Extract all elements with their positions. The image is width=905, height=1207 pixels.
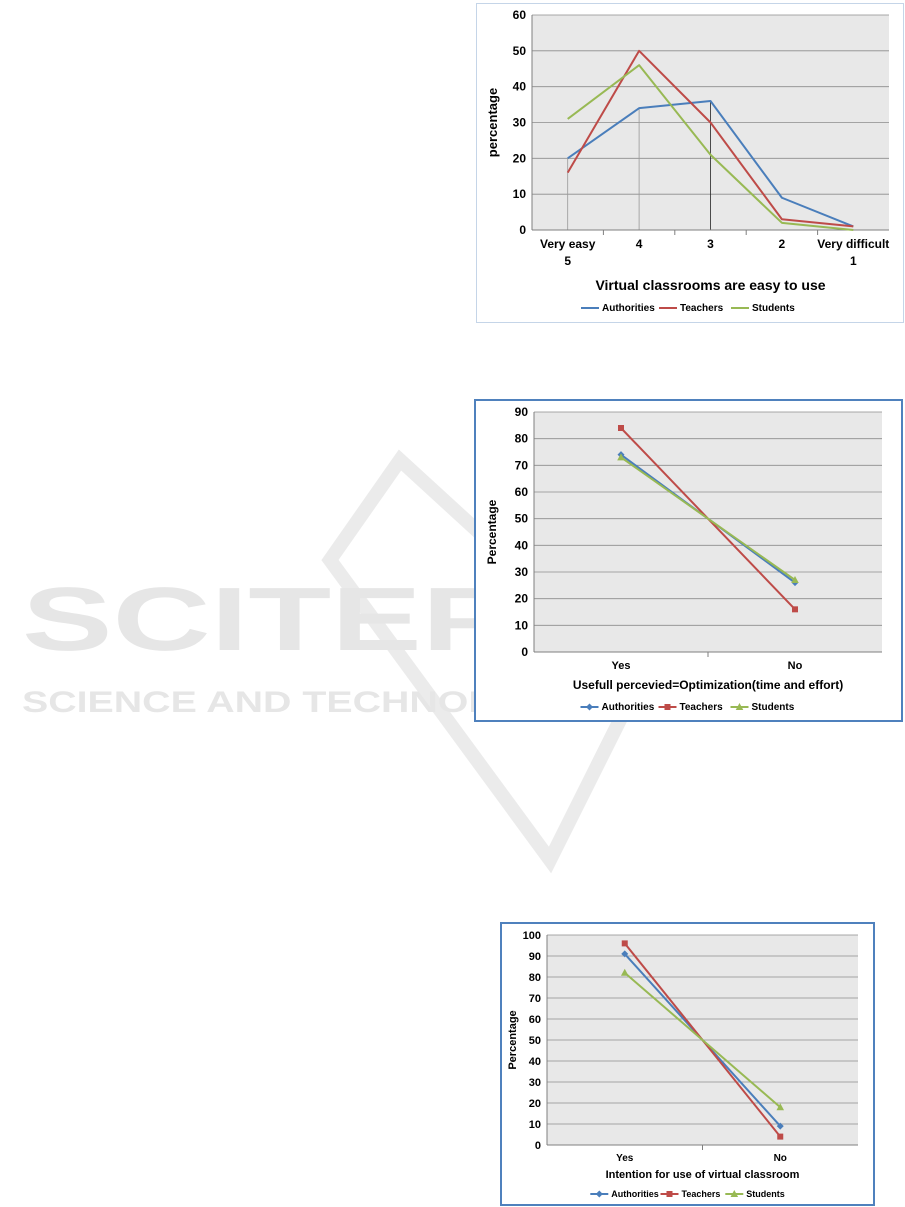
x-tick-label: Very easy 5 bbox=[540, 237, 596, 268]
y-tick-label: 80 bbox=[529, 972, 541, 984]
y-tick-label: 70 bbox=[529, 993, 541, 1005]
legend-item-authorities: Authorities bbox=[581, 303, 655, 314]
chart-perceived-usefulness: 0 10 20 30 40 50 60 70 80 90 Yes No Usefull percevie… bbox=[474, 399, 903, 722]
data-point-teachers bbox=[792, 606, 798, 613]
x-tick-label: No bbox=[788, 660, 803, 672]
y-tick-label: 20 bbox=[513, 151, 527, 165]
y-tick-label: 0 bbox=[535, 1140, 541, 1152]
y-tick-label: 30 bbox=[515, 565, 529, 579]
legend-marker bbox=[730, 1190, 739, 1197]
y-tick-label: 40 bbox=[513, 80, 527, 94]
x-tick-label: Yes bbox=[616, 1153, 634, 1164]
legend-marker bbox=[586, 703, 593, 711]
y-tick-label: 80 bbox=[515, 432, 529, 446]
legend-item-students: Students bbox=[731, 303, 795, 314]
chart-svg: 0 10 20 30 40 50 60 70 80 90 Yes No Usefull percevie… bbox=[485, 405, 882, 713]
y-tick-label: 90 bbox=[515, 405, 529, 419]
legend-label: Teachers bbox=[680, 303, 724, 314]
data-point-students bbox=[776, 1103, 785, 1111]
y-tick-label: 20 bbox=[529, 1098, 541, 1110]
series-line-students bbox=[624, 972, 781, 1108]
y-tick-label: 30 bbox=[513, 116, 527, 130]
legend-label: Authorities bbox=[611, 1189, 659, 1199]
chart-svg: 0 10 20 30 40 50 60 70 80 90 100 Yes No Intention for… bbox=[507, 930, 858, 1199]
data-point-teachers bbox=[618, 425, 624, 431]
x-axis-title: Usefull percevied=Optimization(time and … bbox=[573, 678, 843, 692]
plot-area bbox=[534, 412, 882, 652]
legend-label: Students bbox=[746, 1189, 785, 1199]
x-tick-label: No bbox=[774, 1153, 787, 1164]
series-line-students bbox=[567, 64, 854, 231]
x-tick-label: Yes bbox=[612, 660, 631, 672]
y-tick-label: 0 bbox=[519, 223, 526, 237]
legend-label: Teachers bbox=[680, 702, 724, 713]
y-tick-label: 20 bbox=[515, 592, 529, 606]
legend-label: Students bbox=[752, 303, 795, 314]
x-tick-label: 2 bbox=[779, 237, 786, 251]
y-axis-title: Percentage bbox=[507, 1010, 519, 1069]
legend-label: Students bbox=[752, 702, 795, 713]
y-axis-title: Percentage bbox=[485, 499, 499, 564]
y-tick-label: 60 bbox=[513, 8, 527, 22]
legend-marker bbox=[664, 704, 671, 710]
x-axis-title: Virtual classrooms are easy to use bbox=[595, 277, 825, 293]
y-tick-label: 50 bbox=[513, 44, 527, 58]
x-axis-title: Intention for use of virtual classroom bbox=[606, 1169, 800, 1181]
legend-marker bbox=[595, 1190, 603, 1198]
y-tick-label: 50 bbox=[529, 1035, 541, 1047]
data-point-authorities bbox=[776, 1122, 784, 1130]
data-point-students bbox=[617, 453, 625, 461]
y-tick-label: 60 bbox=[515, 485, 529, 499]
legend-item-teachers: Teachers bbox=[658, 702, 724, 713]
y-tick-label: 90 bbox=[529, 951, 541, 963]
chart-svg: 0 10 20 30 40 50 60 Very easy 5 4 3 2 Very difficult… bbox=[485, 8, 889, 314]
legend-item-authorities: Authorities bbox=[590, 1189, 659, 1199]
data-point-students bbox=[791, 576, 799, 583]
data-point-students bbox=[620, 968, 629, 976]
y-tick-label: 10 bbox=[515, 618, 529, 632]
series-line-students bbox=[620, 456, 796, 581]
legend-item-authorities: Authorities bbox=[580, 702, 655, 713]
legend-label: Authorities bbox=[602, 702, 655, 713]
legend-item-students: Students bbox=[730, 702, 795, 713]
legend-label: Teachers bbox=[682, 1189, 721, 1199]
legend-item-teachers: Teachers bbox=[660, 1189, 721, 1199]
chart-intention-of-use: 0 10 20 30 40 50 60 70 80 90 100 Yes No Intention for… bbox=[500, 922, 875, 1206]
y-tick-label: 40 bbox=[515, 538, 529, 552]
y-tick-label: 100 bbox=[523, 930, 541, 942]
legend-marker bbox=[735, 703, 744, 710]
y-axis-title: percentage bbox=[485, 88, 500, 157]
y-tick-label: 60 bbox=[529, 1014, 541, 1026]
x-tick-label: 3 bbox=[707, 237, 714, 251]
chart-ease-of-use: 0 10 20 30 40 50 60 Very easy 5 4 3 2 Very difficult… bbox=[476, 3, 904, 323]
data-point-teachers bbox=[621, 940, 628, 947]
legend-label: Authorities bbox=[602, 303, 655, 314]
series-line-teachers bbox=[566, 49, 854, 228]
y-tick-label: 30 bbox=[529, 1077, 541, 1089]
y-tick-label: 40 bbox=[529, 1056, 541, 1068]
legend-marker bbox=[666, 1191, 673, 1197]
y-tick-label: 50 bbox=[515, 512, 529, 526]
legend-item-teachers: Teachers bbox=[659, 303, 724, 314]
y-tick-label: 10 bbox=[513, 187, 527, 201]
data-point-teachers bbox=[777, 1133, 784, 1140]
legend-item-students: Students bbox=[725, 1189, 785, 1199]
data-point-authorities bbox=[621, 950, 629, 958]
y-tick-label: 0 bbox=[521, 645, 528, 659]
series-line-authorities bbox=[567, 100, 854, 228]
y-tick-label: 70 bbox=[515, 458, 529, 472]
y-tick-label: 10 bbox=[529, 1119, 541, 1131]
x-tick-label: 4 bbox=[636, 237, 643, 251]
x-tick-label: Very difficult 1 bbox=[817, 237, 889, 268]
